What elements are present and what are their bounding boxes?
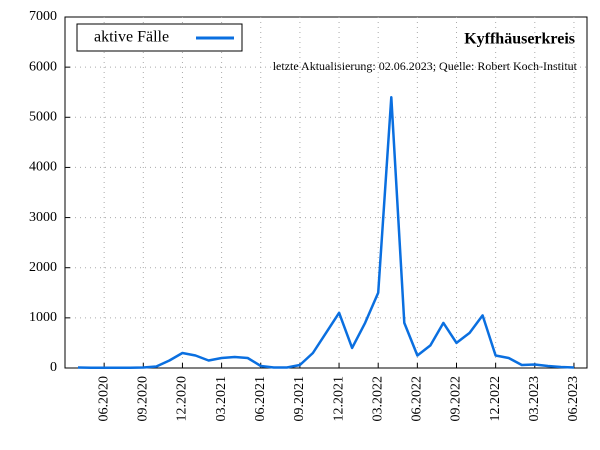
y-tick-label: 7000: [29, 9, 57, 24]
data-line: [77, 95, 575, 369]
plot-frame: [64, 16, 588, 369]
x-tick-label: 12.2020: [175, 376, 190, 422]
y-tick-label: 2000: [29, 260, 57, 275]
legend-label: aktive Fälle: [94, 29, 169, 46]
y-tick-label: 0: [50, 360, 57, 375]
y-tick-label: 4000: [29, 160, 57, 175]
x-tick-label: 09.2021: [292, 376, 307, 422]
y-tick-label: 6000: [29, 59, 57, 74]
x-tick-label: 06.2022: [410, 376, 425, 422]
y-tick-label: 5000: [29, 110, 57, 125]
x-tick-label: 12.2021: [331, 376, 346, 422]
x-tick-label: 06.2020: [96, 376, 111, 422]
x-tick-label: 09.2022: [449, 376, 464, 422]
x-tick-label: 03.2023: [527, 376, 542, 422]
chart-title: Kyffhäuserkreis: [464, 31, 575, 48]
x-tick-label: 09.2020: [136, 376, 151, 422]
x-tick-label: 12.2022: [488, 376, 503, 422]
chart-subtitle: letzte Aktualisierung: 02.06.2023; Quell…: [273, 59, 578, 73]
x-tick-label: 06.2023: [566, 376, 581, 422]
x-tick-label: 03.2021: [214, 376, 229, 422]
x-tick-label: 03.2022: [370, 376, 385, 422]
x-tick-label: 06.2021: [253, 376, 268, 422]
y-tick-label: 3000: [29, 210, 57, 225]
y-tick-label: 1000: [29, 310, 57, 325]
